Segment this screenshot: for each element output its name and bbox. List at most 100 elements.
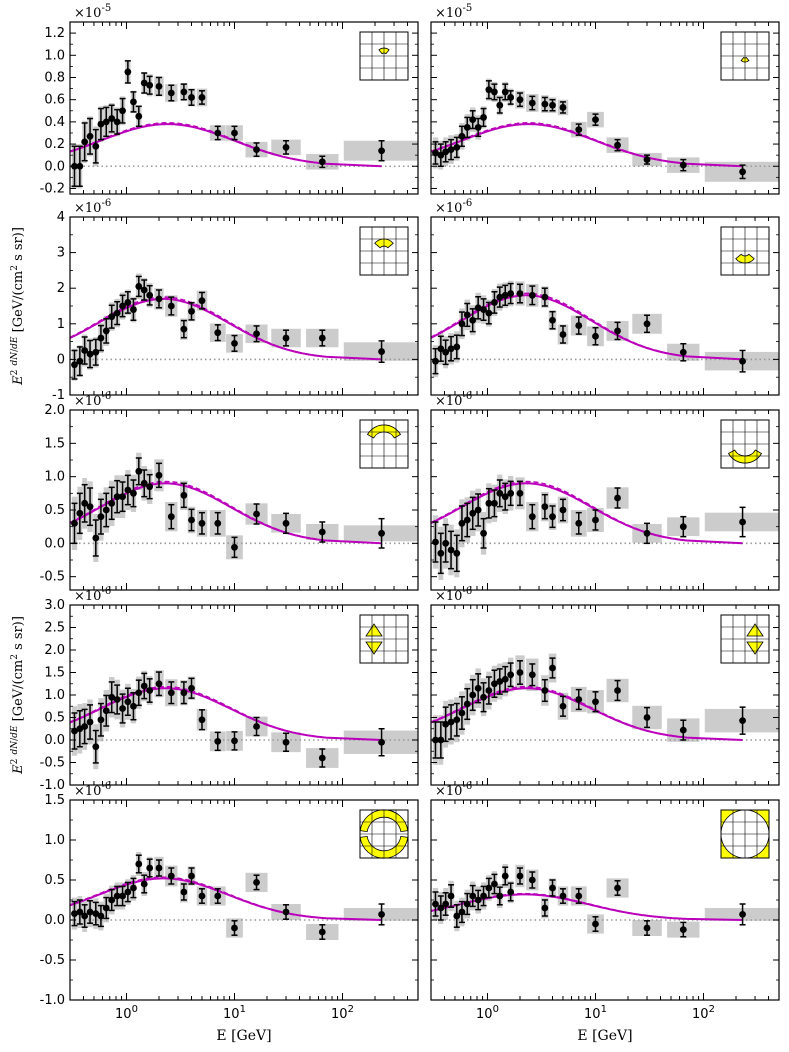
panel-3: -1 0 1 2 3 4 ×10-6 [52,198,419,403]
x-tick-label: 101 [223,1004,246,1022]
data-point [146,864,154,872]
data-point [491,88,498,96]
data-point [119,493,126,501]
x-tick-label: 100 [476,1004,499,1022]
axes-frame [430,21,780,195]
data-point [81,723,89,730]
data-point [97,513,105,521]
y-tick-label: 3.0 [44,598,65,613]
data-point [124,486,132,494]
data-point [108,313,116,321]
data-point [140,286,148,294]
data-point [130,702,137,710]
y-tick-label: -0.5 [40,756,65,771]
data-point [92,534,100,542]
data-point [516,669,524,676]
data-point [528,671,536,679]
data-point [188,872,195,880]
data-point [501,675,509,683]
data-point [442,148,450,156]
data-point [739,168,746,176]
data-point [76,162,84,170]
region-inset-icon [720,614,770,664]
data-point [155,471,163,479]
data-point [643,156,651,164]
model-curve [70,123,382,168]
data-point [282,738,290,746]
region-inset-icon [359,614,409,664]
data-point [214,892,222,900]
data-point [102,707,110,715]
data-point [507,671,515,679]
data-point [453,549,461,557]
data-point [86,132,94,140]
data-point [92,142,100,150]
data-point [496,892,504,900]
data-point [559,104,567,111]
data-point [167,872,175,880]
panel-2: ×10-5 [430,3,780,195]
region-inset-icon [359,226,409,276]
data-point [130,884,137,892]
y-tick-label: 1.0 [44,688,65,703]
data-point [469,691,477,699]
data-point [541,687,549,694]
data-point [480,529,487,537]
data-point [679,926,687,933]
data-point [516,872,524,880]
y-tick-label: 1.5 [44,793,65,808]
data-point [146,291,154,299]
y-tick-label: 1.5 [44,666,65,681]
data-point [559,506,567,514]
data-point [437,904,445,912]
data-point [135,112,143,120]
data-point [442,720,450,728]
data-point [119,107,126,115]
data-point [180,689,188,697]
data-point [86,718,94,726]
data-point [679,726,687,734]
data-point [491,880,498,888]
y-tick-label: 0.0 [44,159,65,174]
data-point [458,709,466,717]
data-point [437,736,445,744]
data-point [549,664,556,672]
panel-4: ×10-6 [430,198,780,396]
data-point [119,892,126,900]
scale-multiplier: ×10-6 [435,781,472,799]
data-point [549,513,556,521]
plot-area [431,78,779,182]
data-point [155,680,163,688]
data-point [135,283,143,290]
data-point [516,489,524,497]
data-point [485,499,493,507]
data-point [180,491,188,499]
plot-area [70,60,418,189]
data-point [474,896,482,904]
data-point [378,738,385,746]
data-point [458,908,466,916]
data-point [442,348,450,356]
x-axis-label: E [GeV] [577,1028,632,1044]
data-point [86,350,94,358]
model-curve [70,482,382,545]
plot-area [70,273,418,381]
data-point [496,489,504,497]
data-point [432,538,439,546]
data-point [92,910,100,917]
data-point [76,357,84,365]
data-point [253,879,260,886]
data-point [458,320,466,328]
data-point [282,908,290,916]
y-axis-label: E2 dN/dE [GeV/(cm2 s sr)] [10,227,26,386]
panel-1: -0.2 0.0 0.2 0.4 0.6 0.8 1.0 1.2 ×10-5 [40,3,419,196]
y-tick-label: 4 [57,210,65,225]
model-curve [70,687,382,741]
x-axis-label: E [GeV] [216,1028,271,1044]
data-point [135,689,143,697]
data-point [480,693,487,701]
scale-multiplier: ×10-6 [74,391,111,409]
data-point [188,516,195,524]
scale-multiplier: ×10-6 [74,586,111,604]
data-point [102,118,110,126]
